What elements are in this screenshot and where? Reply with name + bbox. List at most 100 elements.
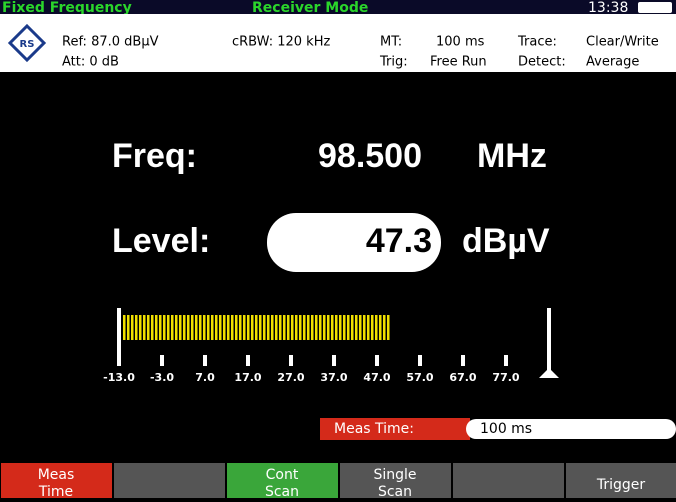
meter-bar-segment bbox=[339, 315, 342, 340]
softkey-label: Meas Time bbox=[38, 467, 75, 498]
level-value: 47.3 bbox=[366, 222, 432, 260]
softkey[interactable] bbox=[227, 463, 338, 498]
mt-value: 100 ms bbox=[436, 35, 485, 50]
meter-bar-segment bbox=[359, 315, 362, 340]
meter-bar-segment bbox=[247, 315, 250, 340]
meter-tick-label: 7.0 bbox=[195, 371, 215, 384]
softkey[interactable] bbox=[1, 463, 112, 498]
meter-bar-segment bbox=[387, 315, 390, 340]
meter-bar-segment bbox=[291, 315, 294, 340]
meter-bar-segment bbox=[123, 315, 126, 340]
meter-tick bbox=[246, 355, 250, 366]
meter-bar-segment bbox=[227, 315, 230, 340]
meter-tick bbox=[289, 355, 293, 366]
meter-bar-segment bbox=[347, 315, 350, 340]
meter: -13.0 -3.0 7.0 17.0 27.0 37.0 47.0 57.0 67.0 77.0 bbox=[103, 308, 559, 384]
meter-tick bbox=[332, 355, 336, 366]
meter-bar-segment bbox=[375, 315, 378, 340]
meter-bar-segment bbox=[127, 315, 130, 340]
info-panel bbox=[0, 14, 676, 72]
meter-bar-segment bbox=[351, 315, 354, 340]
meter-bar-segment bbox=[207, 315, 210, 340]
meter-bar-segment bbox=[323, 315, 326, 340]
meter-bar-segment bbox=[131, 315, 134, 340]
trig-value: Free Run bbox=[430, 55, 487, 70]
softkey[interactable] bbox=[566, 463, 676, 498]
mt-label: MT: bbox=[380, 35, 402, 50]
meter-tick-label: -3.0 bbox=[150, 371, 174, 384]
mode-center: Receiver Mode bbox=[252, 0, 368, 16]
title-bar bbox=[0, 0, 676, 14]
meter-bar-segment bbox=[371, 315, 374, 340]
meter-bar-segment bbox=[159, 315, 162, 340]
meter-bar-segment bbox=[183, 315, 186, 340]
softkey[interactable] bbox=[114, 463, 225, 498]
meter-bar-segment bbox=[179, 315, 182, 340]
meter-tick-label: 67.0 bbox=[449, 371, 476, 384]
meas-time-field[interactable] bbox=[466, 419, 676, 439]
meter-bar-segment bbox=[299, 315, 302, 340]
meter-bar-segment bbox=[331, 315, 334, 340]
meter-bar-segment bbox=[327, 315, 330, 340]
freq-value: 98.500 bbox=[318, 137, 422, 175]
meter-bar-segment bbox=[279, 315, 282, 340]
softkey-label: Trigger bbox=[596, 477, 646, 493]
softkey[interactable] bbox=[453, 463, 564, 498]
rbw: cRBW: 120 kHz bbox=[232, 35, 330, 50]
level-box bbox=[267, 213, 441, 272]
meter-bar-segment bbox=[215, 315, 218, 340]
meter-bar-segment bbox=[211, 315, 214, 340]
meter-tick-label: 27.0 bbox=[277, 371, 304, 384]
meter-bar-segment bbox=[171, 315, 174, 340]
meter-bar-segment bbox=[259, 315, 262, 340]
meter-bar-segment bbox=[143, 315, 146, 340]
meter-bar-segment bbox=[167, 315, 170, 340]
meter-bar-segment bbox=[267, 315, 270, 340]
meter-bar-segment bbox=[155, 315, 158, 340]
meter-tick-label: 77.0 bbox=[492, 371, 519, 384]
meter-bar-segment bbox=[287, 315, 290, 340]
meter-bar-segment bbox=[203, 315, 206, 340]
meter-tick-label: 47.0 bbox=[363, 371, 390, 384]
level-unit: dBµV bbox=[462, 222, 550, 260]
freq-label: Freq: bbox=[112, 137, 197, 175]
meas-time-label-box bbox=[320, 418, 470, 440]
trace-value: Clear/Write bbox=[586, 35, 659, 50]
meter-tick bbox=[375, 355, 379, 366]
meter-bar-segment bbox=[295, 315, 298, 340]
meter-bar-segment bbox=[303, 315, 306, 340]
meter-tick-label: 17.0 bbox=[234, 371, 261, 384]
ref-level: Ref: 87.0 dBµV bbox=[62, 35, 159, 50]
meter-tick-label: -13.0 bbox=[103, 371, 135, 384]
meter-bar-segment bbox=[151, 315, 154, 340]
trace-label: Trace: bbox=[517, 35, 557, 50]
softkey-label: Single Scan bbox=[373, 467, 416, 498]
meter-bar-segment bbox=[379, 315, 382, 340]
meter-bar-segment bbox=[383, 315, 386, 340]
meter-bar-segment bbox=[355, 315, 358, 340]
meter-bar-segment bbox=[243, 315, 246, 340]
meter-bar-segment bbox=[271, 315, 274, 340]
softkey[interactable] bbox=[340, 463, 451, 498]
detect-value: Average bbox=[586, 55, 639, 70]
freq-unit: MHz bbox=[477, 137, 547, 175]
meter-tick bbox=[418, 355, 422, 366]
meas-time-label: Meas Time: bbox=[334, 421, 414, 437]
meter-bar-segment bbox=[263, 315, 266, 340]
meter-bar-segment bbox=[175, 315, 178, 340]
meter-bar-segment bbox=[135, 315, 138, 340]
meter-bar-segment bbox=[255, 315, 258, 340]
clock: 13:38 bbox=[588, 0, 628, 16]
meter-tick-label: 37.0 bbox=[320, 371, 347, 384]
meter-bar-segment bbox=[239, 315, 242, 340]
logo: RS bbox=[7, 23, 47, 63]
meter-bar-segment bbox=[191, 315, 194, 340]
meter-bar-segment bbox=[251, 315, 254, 340]
detect-label: Detect: bbox=[518, 55, 566, 70]
meter-bar-segment bbox=[147, 315, 150, 340]
meter-tick bbox=[461, 355, 465, 366]
meter-bar-segment bbox=[343, 315, 346, 340]
battery bbox=[638, 2, 672, 13]
meter-bar-segment bbox=[335, 315, 338, 340]
